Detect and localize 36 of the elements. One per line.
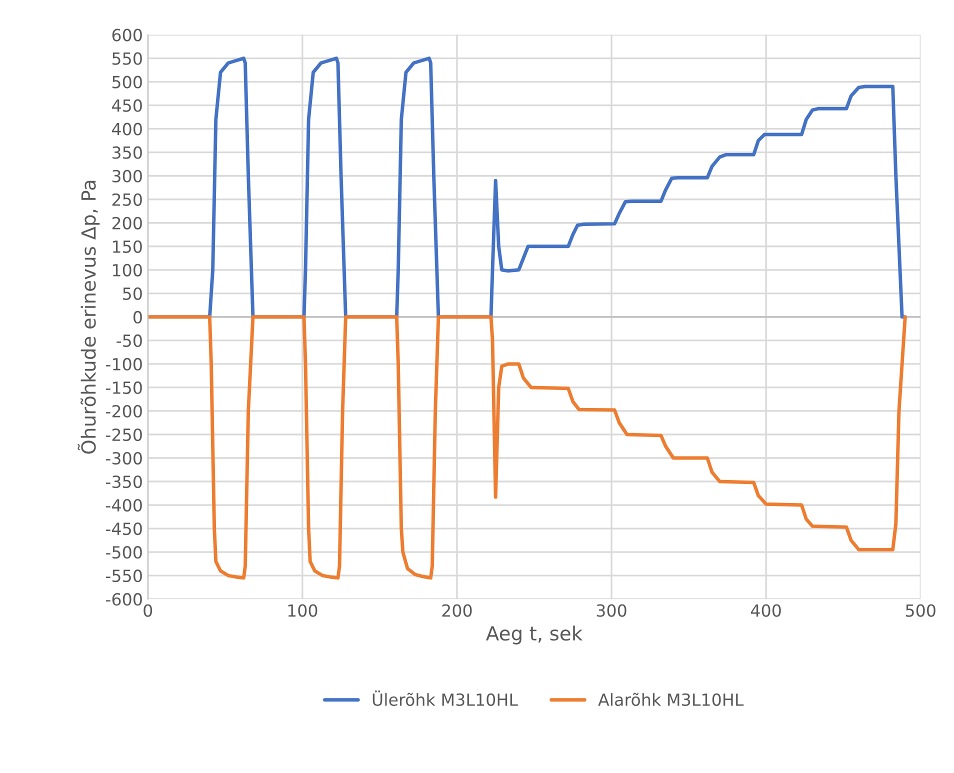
x-tick-label: 200 (442, 604, 472, 617)
y-tick-label: -600 (106, 593, 142, 606)
y-tick-label: -150 (106, 381, 142, 394)
y-tick-label: -200 (106, 404, 142, 418)
y-tick-label: 600 (112, 28, 142, 42)
y-tick-label: 50 (123, 287, 142, 300)
y-tick-label: -300 (106, 452, 142, 465)
y-tick-label: 550 (112, 52, 142, 65)
y-tick-label: 0 (134, 310, 142, 324)
y-tick-label: -400 (106, 498, 142, 512)
x-tick-label: 100 (288, 604, 318, 617)
y-tick-label: -500 (106, 546, 142, 559)
y-tick-label: 100 (113, 264, 142, 276)
y-tick-label: 450 (112, 99, 142, 112)
y-tick-label: 350 (112, 146, 142, 159)
legend-label: Alarõhk M3L10HL (598, 692, 744, 706)
line-series (148, 315, 907, 580)
y-axis-title: Õhurõhkude erinevus Δp, Pa (78, 180, 100, 454)
x-axis-title: Aeg t, sek (486, 626, 583, 644)
y-tick-label: -100 (106, 358, 142, 371)
y-tick-label: 200 (112, 216, 142, 230)
x-tick-label: 400 (750, 604, 781, 617)
y-tick-label: -550 (106, 570, 142, 582)
legend-label: Ülerõhk M3L10HL (372, 690, 518, 706)
x-tick-label: 300 (596, 604, 626, 617)
y-tick-label: 300 (112, 170, 142, 182)
x-tick-label: 0 (144, 604, 152, 617)
y-tick-label: -50 (116, 334, 142, 348)
y-tick-label: -250 (106, 428, 142, 442)
y-tick-label: 400 (112, 122, 142, 136)
y-tick-label: -350 (106, 475, 142, 488)
y-tick-label: 150 (113, 240, 142, 253)
x-tick-label: 500 (906, 604, 936, 617)
y-tick-label: -450 (106, 522, 142, 536)
y-tick-label: 250 (112, 193, 142, 206)
y-tick-label: 500 (112, 76, 142, 88)
